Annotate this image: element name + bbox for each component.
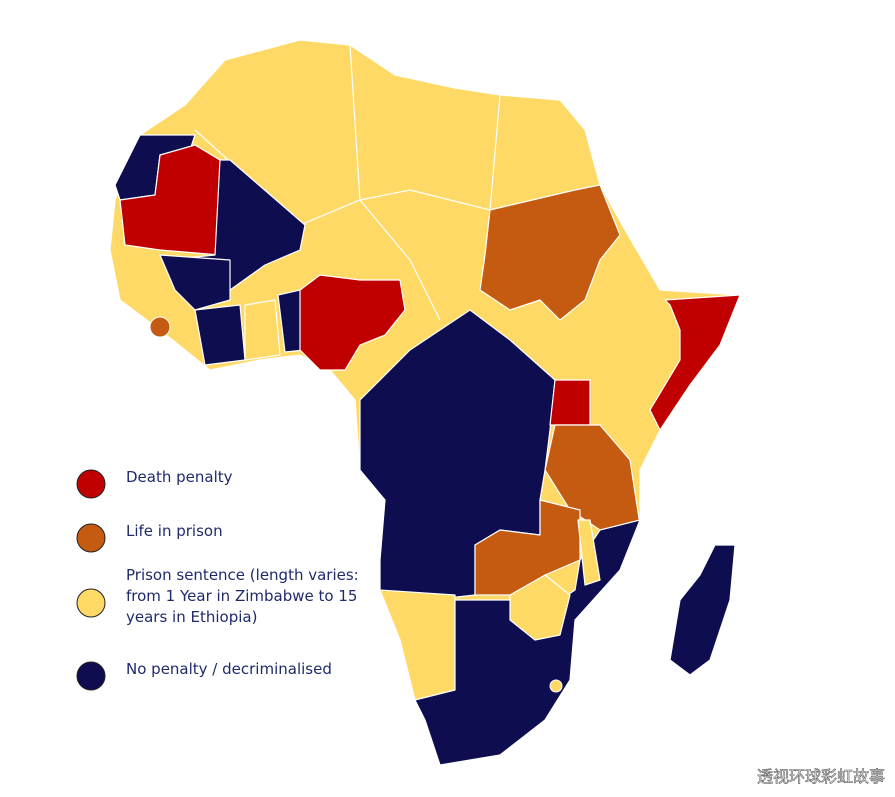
region [149,316,171,338]
region [669,544,736,676]
legend-swatch [76,661,106,691]
legend-label: from 1 Year in Zimbabwe to 15 [126,587,357,605]
region [649,294,741,431]
region [299,274,406,371]
legend-label: Life in prison [126,522,223,540]
legend-swatch [76,523,106,553]
border [349,44,441,321]
region [379,589,456,701]
africa [109,39,741,766]
region [119,144,221,256]
region [549,379,591,426]
region [479,184,621,321]
region [577,519,601,586]
region [549,679,563,693]
legend: Death penalty Life in prison Prison senten… [76,468,359,691]
legend-label: Prison sentence (length varies: [126,566,359,584]
region [159,254,231,311]
legend-label: Death penalty [126,468,233,486]
region [244,299,281,361]
legend-swatch [76,588,106,618]
region [509,574,571,641]
legend-label: years in Ethiopia) [126,608,257,626]
legend-swatch [76,469,106,499]
watermark: 透视环球彩虹故事 [757,767,885,786]
legend-label: No penalty / decriminalised [126,660,332,678]
